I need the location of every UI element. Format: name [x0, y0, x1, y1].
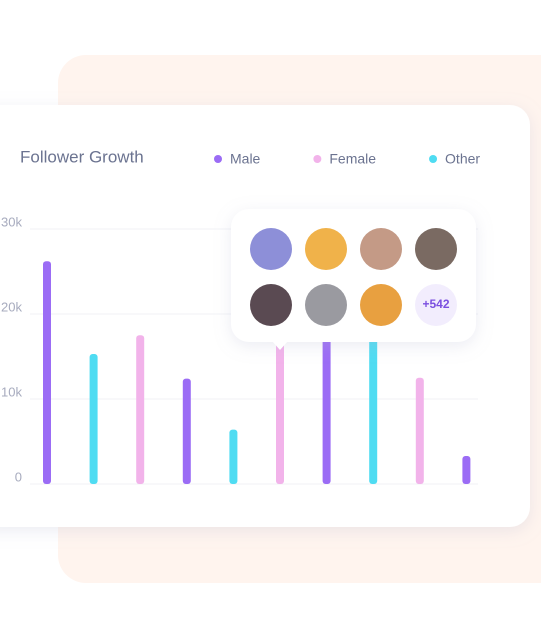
legend-marker	[429, 155, 438, 163]
y-tick-label: 20k	[1, 299, 22, 314]
bar	[229, 429, 238, 484]
legend-marker	[313, 155, 322, 163]
more-count: +542	[422, 297, 449, 311]
bar	[415, 377, 424, 484]
tooltip: +542	[231, 209, 476, 350]
avatar	[360, 284, 402, 326]
y-tick-label: 10k	[1, 384, 22, 399]
bar	[43, 261, 51, 484]
legend-marker	[214, 155, 222, 163]
bar	[276, 339, 284, 484]
tooltip-box	[231, 209, 476, 342]
bar	[369, 331, 378, 484]
bar	[462, 455, 471, 484]
bar	[136, 335, 145, 484]
bar	[89, 353, 98, 484]
more-badge	[415, 284, 457, 326]
legend-label: Other	[445, 151, 480, 167]
tooltip-pointer	[272, 341, 288, 350]
legend-label: Female	[329, 151, 376, 167]
chart-title: Follower Growth	[20, 147, 144, 166]
avatar	[360, 228, 402, 270]
avatar	[305, 284, 347, 326]
legend-label: Male	[230, 151, 261, 167]
avatar	[250, 284, 292, 326]
avatar	[415, 228, 457, 270]
y-tick-label: 30k	[1, 214, 22, 229]
bar	[322, 305, 331, 484]
avatar	[250, 228, 292, 270]
avatar	[305, 228, 347, 270]
y-tick-label: 0	[15, 469, 22, 484]
bar	[182, 378, 191, 484]
